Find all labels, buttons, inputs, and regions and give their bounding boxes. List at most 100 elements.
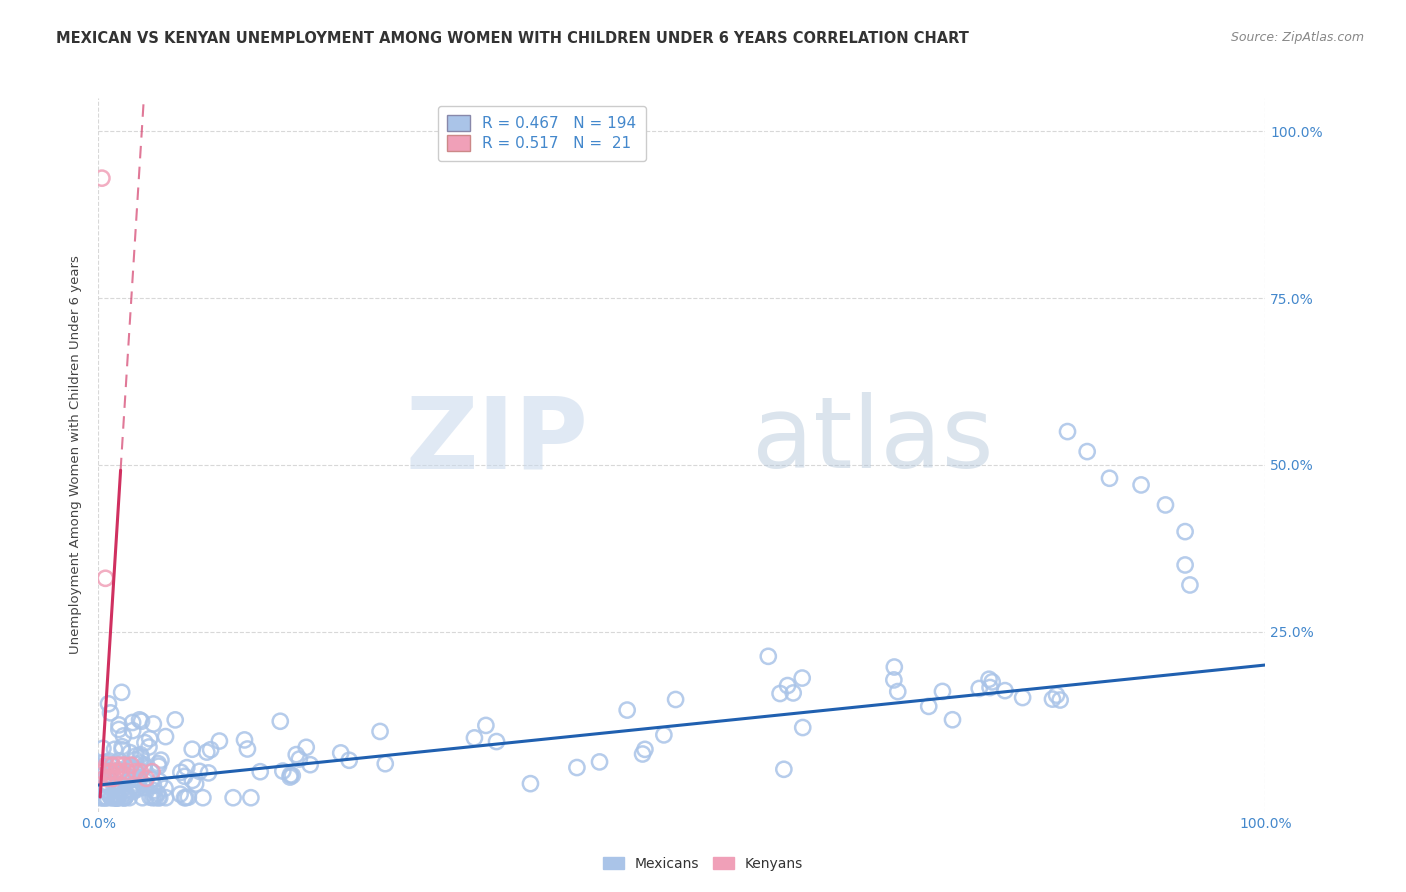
Point (107, 764, 129, 779)
Point (112, 729, 135, 743)
Point (281, 768, 304, 782)
Point (931, 684, 953, 698)
Point (110, 764, 132, 779)
Point (616, 703, 638, 717)
Point (91, 762, 114, 776)
Point (148, 759, 170, 773)
Point (222, 790, 245, 805)
Point (131, 790, 153, 805)
Point (195, 745, 218, 759)
Point (200, 742, 222, 756)
Point (112, 765, 135, 780)
Point (103, 742, 125, 756)
Point (121, 772, 143, 787)
Point (115, 775, 138, 789)
Point (121, 723, 143, 738)
Point (249, 764, 271, 779)
Point (918, 699, 941, 714)
Point (132, 757, 155, 772)
Point (122, 779, 145, 793)
Point (91, 790, 114, 805)
Point (100, 706, 122, 720)
Point (120, 746, 142, 760)
Point (776, 679, 799, 693)
Point (124, 753, 146, 767)
Point (128, 713, 150, 727)
Point (782, 686, 804, 700)
Point (173, 790, 195, 805)
Point (1045, 688, 1067, 702)
Point (105, 790, 128, 805)
Point (756, 649, 779, 664)
Point (280, 768, 302, 782)
Point (111, 782, 134, 797)
Point (887, 684, 910, 698)
Point (96, 776, 118, 790)
Point (104, 787, 127, 801)
Point (295, 740, 318, 755)
Point (773, 762, 796, 776)
Point (100, 790, 122, 805)
Point (96, 758, 118, 772)
Point (138, 731, 160, 746)
Point (131, 714, 153, 729)
Point (149, 790, 172, 805)
Point (129, 756, 152, 771)
Point (110, 778, 132, 792)
Point (93, 764, 115, 778)
Point (104, 790, 127, 805)
Point (174, 790, 197, 805)
Point (91, 790, 114, 805)
Point (967, 681, 990, 696)
Point (121, 715, 143, 730)
Point (111, 685, 134, 699)
Point (134, 780, 156, 795)
Point (94, 571, 117, 585)
Point (93, 756, 115, 770)
Point (141, 790, 163, 805)
Point (97, 697, 120, 711)
Point (125, 782, 148, 797)
Point (105, 790, 128, 805)
Point (107, 790, 129, 805)
Point (105, 779, 128, 793)
Point (299, 757, 322, 772)
Point (981, 674, 1004, 689)
Point (129, 747, 152, 762)
Point (138, 739, 160, 754)
Point (463, 731, 485, 745)
Point (184, 777, 207, 791)
Point (269, 714, 291, 729)
Point (208, 734, 231, 748)
Point (105, 790, 128, 805)
Point (197, 766, 219, 780)
Point (107, 758, 129, 772)
Point (97, 772, 120, 786)
Point (96, 790, 118, 805)
Point (977, 672, 1000, 686)
Point (155, 730, 177, 744)
Point (153, 781, 176, 796)
Point (108, 763, 131, 777)
Point (652, 728, 675, 742)
Point (91, 764, 114, 779)
Point (114, 784, 136, 798)
Text: ZIP: ZIP (406, 392, 589, 489)
Point (103, 780, 125, 795)
Point (125, 749, 148, 764)
Point (165, 713, 187, 727)
Point (142, 783, 165, 797)
Point (124, 776, 146, 790)
Point (883, 673, 905, 687)
Text: MEXICAN VS KENYAN UNEMPLOYMENT AMONG WOMEN WITH CHILDREN UNDER 6 YEARS CORRELATI: MEXICAN VS KENYAN UNEMPLOYMENT AMONG WOM… (56, 31, 969, 46)
Point (134, 759, 156, 773)
Point (111, 739, 134, 754)
Point (170, 765, 193, 780)
Point (142, 779, 165, 793)
Point (236, 742, 259, 756)
Point (105, 782, 128, 797)
Point (98, 764, 121, 778)
Text: atlas: atlas (752, 392, 994, 489)
Point (114, 790, 136, 805)
Point (1011, 690, 1033, 705)
